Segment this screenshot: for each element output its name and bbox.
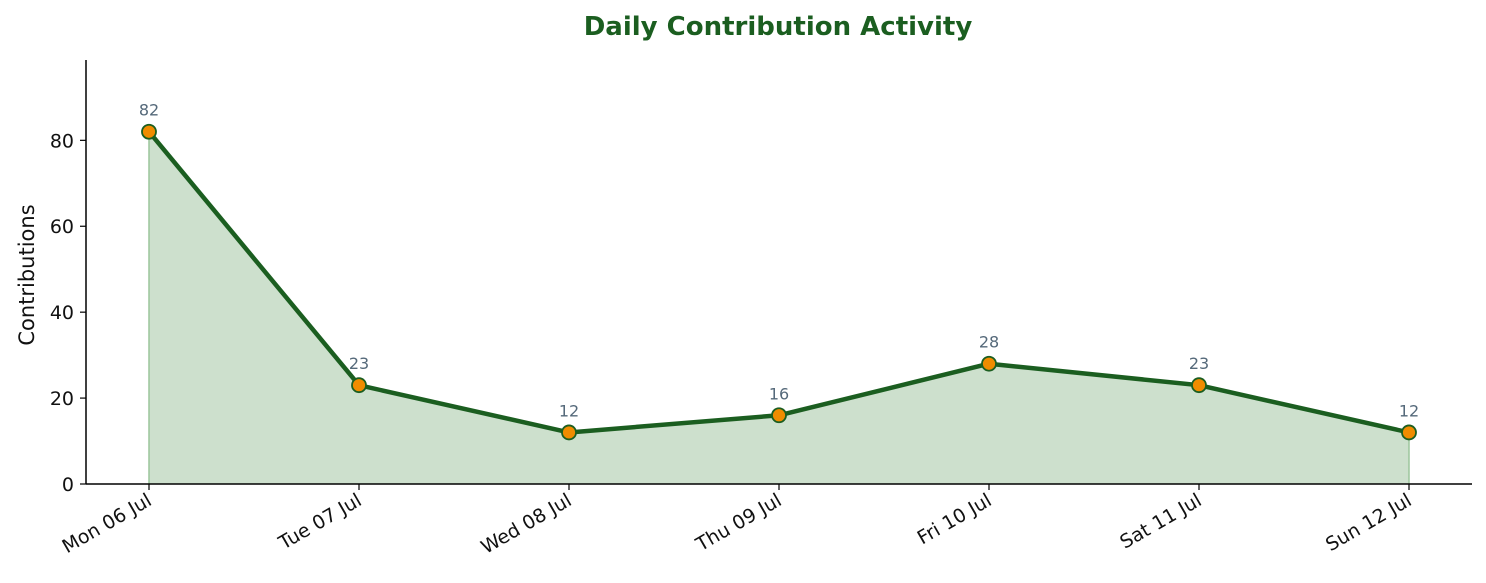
- x-tick-label: Sun 12 Jul: [1322, 489, 1416, 556]
- data-label: 23: [1189, 354, 1209, 373]
- plot-area: 0 20 40 60 80 Mon 06 Jul Tue 07 Jul Wed 08 Jul T…: [50, 60, 1472, 559]
- chart-title: Daily Contribution Activity: [584, 12, 973, 42]
- data-point: [1191, 377, 1207, 394]
- x-tick-label: Mon 06 Jul: [59, 489, 156, 558]
- data-point: [141, 123, 157, 140]
- x-tick-label: Sat 11 Jul: [1116, 489, 1205, 553]
- x-tick-label: Thu 09 Jul: [691, 489, 785, 556]
- data-point: [1401, 424, 1417, 441]
- data-label: 12: [1399, 401, 1419, 420]
- data-label: 82: [139, 101, 159, 120]
- data-point: [981, 355, 997, 372]
- y-tick-label: 40: [50, 302, 74, 324]
- data-label: 12: [559, 401, 579, 420]
- y-axis-title: Contributions: [15, 204, 39, 345]
- y-tick-label: 0: [62, 474, 74, 496]
- data-point: [561, 424, 577, 441]
- x-tick-label: Fri 10 Jul: [914, 489, 996, 549]
- x-tick-label: Tue 07 Jul: [274, 489, 365, 554]
- data-point: [351, 377, 367, 394]
- data-point: [771, 407, 787, 424]
- y-tick-label: 80: [50, 130, 74, 152]
- area-fill: [149, 131, 1409, 484]
- y-tick-label: 20: [50, 388, 74, 410]
- data-label: 23: [349, 354, 369, 373]
- y-tick-label: 60: [50, 216, 74, 238]
- data-label: 28: [979, 333, 999, 352]
- data-label: 16: [769, 384, 789, 403]
- x-tick-label: Wed 08 Jul: [477, 489, 575, 558]
